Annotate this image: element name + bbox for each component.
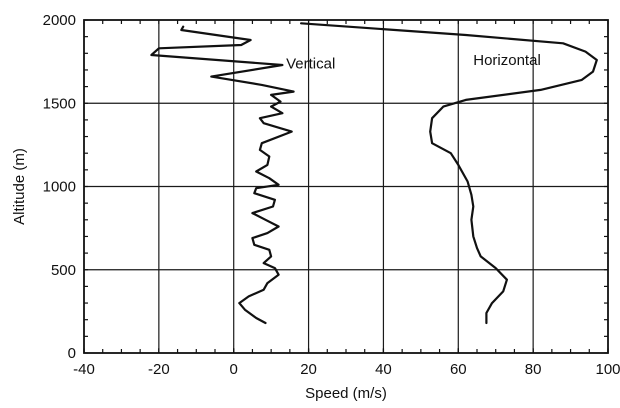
tick-layer (83, 19, 609, 354)
x-tick-label: 20 (300, 361, 317, 378)
x-tick-label: 0 (230, 361, 238, 378)
label-layer: -40 -20 0 20 40 60 80 1000500100015002000Vertic… (43, 12, 620, 378)
x-tick-label: -40 (73, 361, 95, 378)
y-tick-label: 1500 (43, 95, 76, 112)
annotation-horizontal: Horizontal (473, 52, 541, 69)
y-tick-label: 2000 (43, 12, 76, 29)
y-tick-label: 0 (68, 345, 76, 362)
series-line-horizontal (300, 22, 598, 325)
y-tick-label: 1000 (43, 179, 76, 196)
annotation-vertical: Vertical (286, 55, 335, 72)
y-axis-title: Altitude (m) (11, 148, 28, 225)
x-tick-label: 100 (595, 361, 620, 378)
x-axis-title: Speed (m/s) (305, 385, 387, 402)
grid-layer (84, 20, 608, 353)
y-tick-label: 500 (51, 262, 76, 279)
series-line-vertical (150, 25, 295, 325)
x-tick-label: -20 (148, 361, 170, 378)
series-layer (150, 22, 598, 325)
x-tick-label: 80 (525, 361, 542, 378)
x-tick-label: 40 (375, 361, 392, 378)
x-tick-label: 60 (450, 361, 467, 378)
